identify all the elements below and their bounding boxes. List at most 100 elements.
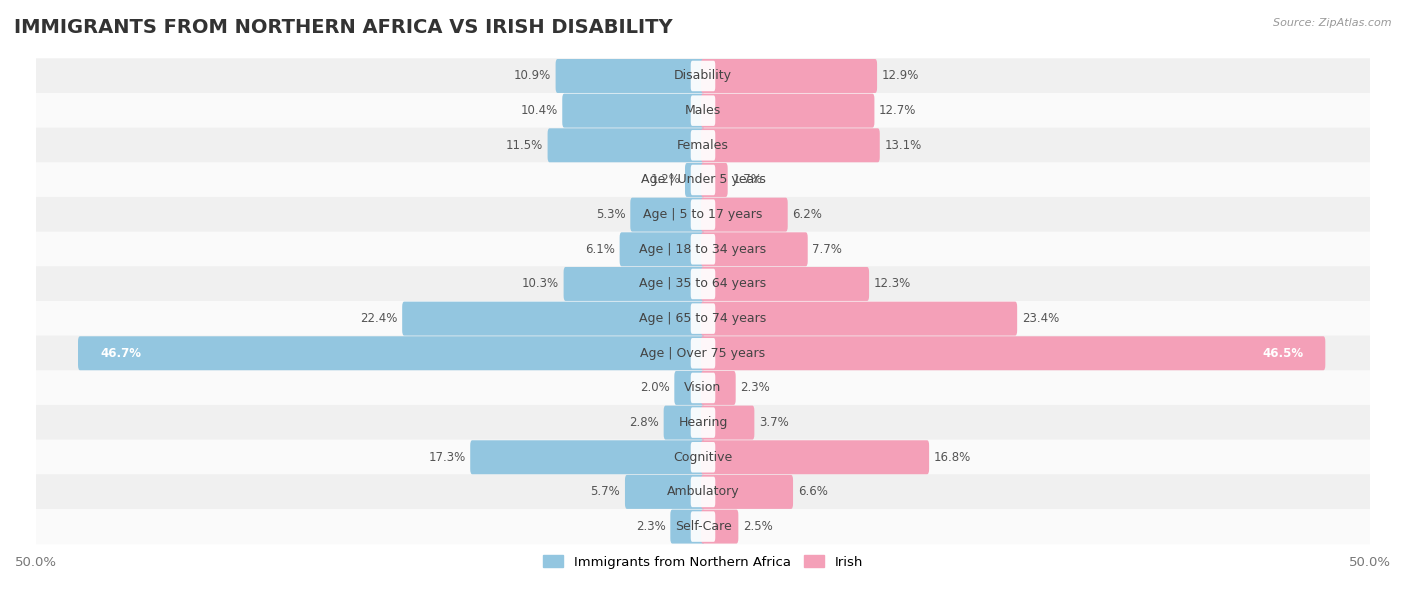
FancyBboxPatch shape [690, 165, 716, 195]
Text: Vision: Vision [685, 381, 721, 395]
FancyBboxPatch shape [547, 129, 704, 162]
FancyBboxPatch shape [690, 95, 716, 126]
FancyBboxPatch shape [690, 512, 716, 542]
FancyBboxPatch shape [664, 406, 704, 439]
Text: 6.1%: 6.1% [585, 243, 614, 256]
FancyBboxPatch shape [620, 233, 704, 266]
FancyBboxPatch shape [37, 231, 1369, 267]
Text: 12.3%: 12.3% [873, 277, 911, 291]
FancyBboxPatch shape [702, 302, 1017, 335]
FancyBboxPatch shape [690, 234, 716, 264]
FancyBboxPatch shape [555, 59, 704, 93]
Text: Age | Over 75 years: Age | Over 75 years [641, 347, 765, 360]
Text: Males: Males [685, 104, 721, 117]
FancyBboxPatch shape [630, 198, 704, 231]
FancyBboxPatch shape [37, 509, 1369, 544]
Text: Cognitive: Cognitive [673, 451, 733, 464]
Text: 5.3%: 5.3% [596, 208, 626, 221]
FancyBboxPatch shape [690, 338, 716, 368]
Text: 2.5%: 2.5% [742, 520, 773, 533]
Text: Source: ZipAtlas.com: Source: ZipAtlas.com [1274, 18, 1392, 28]
FancyBboxPatch shape [690, 130, 716, 160]
FancyBboxPatch shape [675, 371, 704, 405]
FancyBboxPatch shape [702, 336, 1326, 370]
FancyBboxPatch shape [690, 61, 716, 91]
Text: 2.0%: 2.0% [640, 381, 669, 395]
FancyBboxPatch shape [702, 406, 755, 439]
FancyBboxPatch shape [702, 510, 738, 543]
FancyBboxPatch shape [702, 59, 877, 93]
Text: 2.8%: 2.8% [630, 416, 659, 429]
FancyBboxPatch shape [702, 233, 807, 266]
FancyBboxPatch shape [702, 198, 787, 231]
FancyBboxPatch shape [37, 301, 1369, 336]
FancyBboxPatch shape [562, 94, 704, 128]
Text: 2.3%: 2.3% [741, 381, 770, 395]
FancyBboxPatch shape [37, 370, 1369, 406]
FancyBboxPatch shape [37, 162, 1369, 198]
FancyBboxPatch shape [37, 474, 1369, 510]
FancyBboxPatch shape [685, 163, 704, 197]
Text: 11.5%: 11.5% [506, 139, 543, 152]
FancyBboxPatch shape [690, 304, 716, 334]
Text: 22.4%: 22.4% [360, 312, 398, 325]
FancyBboxPatch shape [690, 442, 716, 472]
FancyBboxPatch shape [702, 475, 793, 509]
FancyBboxPatch shape [690, 200, 716, 230]
FancyBboxPatch shape [702, 94, 875, 128]
FancyBboxPatch shape [690, 408, 716, 438]
Text: Disability: Disability [673, 70, 733, 83]
Text: 2.3%: 2.3% [636, 520, 665, 533]
Text: 46.7%: 46.7% [100, 347, 141, 360]
Text: 10.3%: 10.3% [522, 277, 560, 291]
Text: 10.4%: 10.4% [520, 104, 558, 117]
Text: 12.7%: 12.7% [879, 104, 917, 117]
Text: 16.8%: 16.8% [934, 451, 972, 464]
Text: IMMIGRANTS FROM NORTHERN AFRICA VS IRISH DISABILITY: IMMIGRANTS FROM NORTHERN AFRICA VS IRISH… [14, 18, 672, 37]
Text: Age | 65 to 74 years: Age | 65 to 74 years [640, 312, 766, 325]
FancyBboxPatch shape [624, 475, 704, 509]
Text: Age | 5 to 17 years: Age | 5 to 17 years [644, 208, 762, 221]
FancyBboxPatch shape [77, 336, 704, 370]
Text: 7.7%: 7.7% [813, 243, 842, 256]
Legend: Immigrants from Northern Africa, Irish: Immigrants from Northern Africa, Irish [538, 550, 868, 574]
FancyBboxPatch shape [690, 373, 716, 403]
Text: Age | Under 5 years: Age | Under 5 years [641, 173, 765, 187]
Text: 13.1%: 13.1% [884, 139, 922, 152]
Text: 6.2%: 6.2% [793, 208, 823, 221]
Text: 6.6%: 6.6% [797, 485, 828, 498]
Text: 5.7%: 5.7% [591, 485, 620, 498]
Text: Self-Care: Self-Care [675, 520, 731, 533]
Text: Ambulatory: Ambulatory [666, 485, 740, 498]
Text: 12.9%: 12.9% [882, 70, 920, 83]
FancyBboxPatch shape [690, 477, 716, 507]
FancyBboxPatch shape [37, 335, 1369, 371]
FancyBboxPatch shape [690, 269, 716, 299]
Text: Age | 35 to 64 years: Age | 35 to 64 years [640, 277, 766, 291]
FancyBboxPatch shape [402, 302, 704, 335]
Text: 17.3%: 17.3% [429, 451, 465, 464]
FancyBboxPatch shape [564, 267, 704, 301]
FancyBboxPatch shape [702, 163, 728, 197]
Text: 10.9%: 10.9% [513, 70, 551, 83]
FancyBboxPatch shape [470, 440, 704, 474]
FancyBboxPatch shape [37, 58, 1369, 94]
Text: 1.7%: 1.7% [733, 173, 762, 187]
Text: 3.7%: 3.7% [759, 416, 789, 429]
Text: 46.5%: 46.5% [1263, 347, 1303, 360]
FancyBboxPatch shape [702, 371, 735, 405]
FancyBboxPatch shape [671, 510, 704, 543]
FancyBboxPatch shape [37, 128, 1369, 163]
Text: Hearing: Hearing [678, 416, 728, 429]
FancyBboxPatch shape [37, 439, 1369, 475]
Text: 1.2%: 1.2% [651, 173, 681, 187]
FancyBboxPatch shape [37, 266, 1369, 302]
FancyBboxPatch shape [37, 405, 1369, 440]
Text: Females: Females [678, 139, 728, 152]
Text: Age | 18 to 34 years: Age | 18 to 34 years [640, 243, 766, 256]
FancyBboxPatch shape [702, 440, 929, 474]
Text: 23.4%: 23.4% [1022, 312, 1059, 325]
FancyBboxPatch shape [702, 267, 869, 301]
FancyBboxPatch shape [37, 93, 1369, 129]
FancyBboxPatch shape [702, 129, 880, 162]
